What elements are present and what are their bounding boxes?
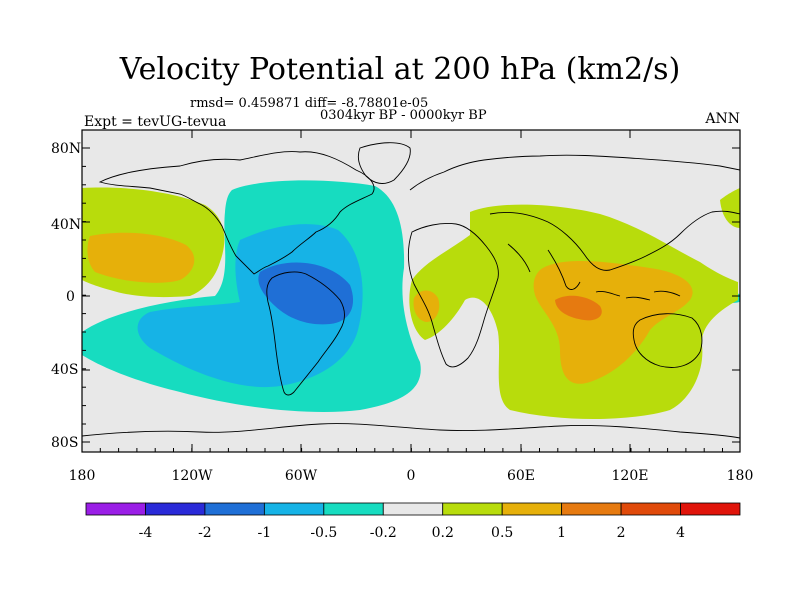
- coast-indonesia: [595, 290, 681, 301]
- coast-asia: [489, 210, 740, 271]
- experiment-label: Expt = tevUG-tevua: [84, 114, 227, 130]
- colorbar-label: 2: [617, 525, 626, 541]
- colorbar-swatch: [85, 502, 146, 516]
- coast-greenland: [357, 142, 411, 184]
- lon-label-180w: 180: [69, 468, 96, 484]
- coast-europe: [409, 154, 740, 191]
- plot-title: Velocity Potential at 200 hPa (km2/s): [119, 52, 681, 87]
- season-label: ANN: [705, 111, 740, 127]
- longitude-axis: 180 120W 60W 0 60E 120E 180: [69, 130, 754, 484]
- colorbar-swatch: [680, 502, 741, 516]
- colorbar-label: -0.2: [370, 525, 397, 541]
- coastlines: [82, 142, 740, 439]
- coast-australia: [632, 313, 703, 368]
- lat-label-80n: 80N: [51, 141, 81, 157]
- colorbar-label: -1: [258, 525, 272, 541]
- colorbar-label: -0.5: [310, 525, 337, 541]
- colorbar-swatch: [442, 502, 503, 516]
- lon-label-180e: 180: [727, 468, 754, 484]
- lat-label-40n: 40N: [51, 217, 81, 233]
- colorbar-swatch: [501, 502, 563, 516]
- coast-arabia-india: [507, 243, 581, 290]
- period-text: 0304kyr BP - 0000kyr BP: [320, 108, 487, 123]
- contour-fields: [82, 180, 740, 419]
- lon-label-60w: 60W: [285, 468, 318, 484]
- colorbar-label: 0.2: [432, 525, 454, 541]
- colorbar-swatch: [323, 502, 384, 516]
- colorbar-swatch: [382, 502, 444, 516]
- colorbar-label: 4: [676, 525, 685, 541]
- colorbar-label: -2: [198, 525, 212, 541]
- colorbar-swatch: [204, 502, 265, 516]
- positive-region-indo-pacific-core: [533, 261, 693, 384]
- latitude-axis: 80N 40N 0 40S 80S: [51, 141, 740, 451]
- coast-north-america: [98, 151, 375, 275]
- lat-label-0: 0: [66, 289, 75, 305]
- colorbar-label: -4: [139, 525, 153, 541]
- lon-label-0: 0: [407, 468, 416, 484]
- coast-africa: [407, 223, 499, 368]
- lon-label-120e: 120E: [612, 468, 649, 484]
- positive-region-pacific-core: [87, 232, 195, 283]
- lat-label-40s: 40S: [51, 362, 78, 378]
- positive-region-west-africa: [413, 290, 440, 322]
- positive-region-indo-pacific-peak: [555, 295, 602, 321]
- colorbar-swatch: [145, 502, 206, 516]
- lon-label-120w: 120W: [171, 468, 213, 484]
- colorbar-label: 1: [557, 525, 566, 541]
- colorbar: -4 -2 -1 -0.5 -0.2 0.2 0.5 1 2 4: [85, 502, 741, 541]
- colorbar-swatch: [620, 502, 681, 516]
- positive-region-northeast: [720, 188, 740, 228]
- colorbar-label: 0.5: [491, 525, 513, 541]
- stats-text: rmsd= 0.459871 diff= -8.78801e-05: [190, 96, 429, 111]
- lon-label-60e: 60E: [507, 468, 535, 484]
- colorbar-swatch: [561, 502, 622, 516]
- coast-south-america: [266, 271, 345, 396]
- coast-antarctica: [82, 423, 740, 439]
- colorbar-swatch: [263, 502, 325, 516]
- negative-region-strong: [258, 262, 354, 325]
- lat-label-80s: 80S: [51, 435, 78, 451]
